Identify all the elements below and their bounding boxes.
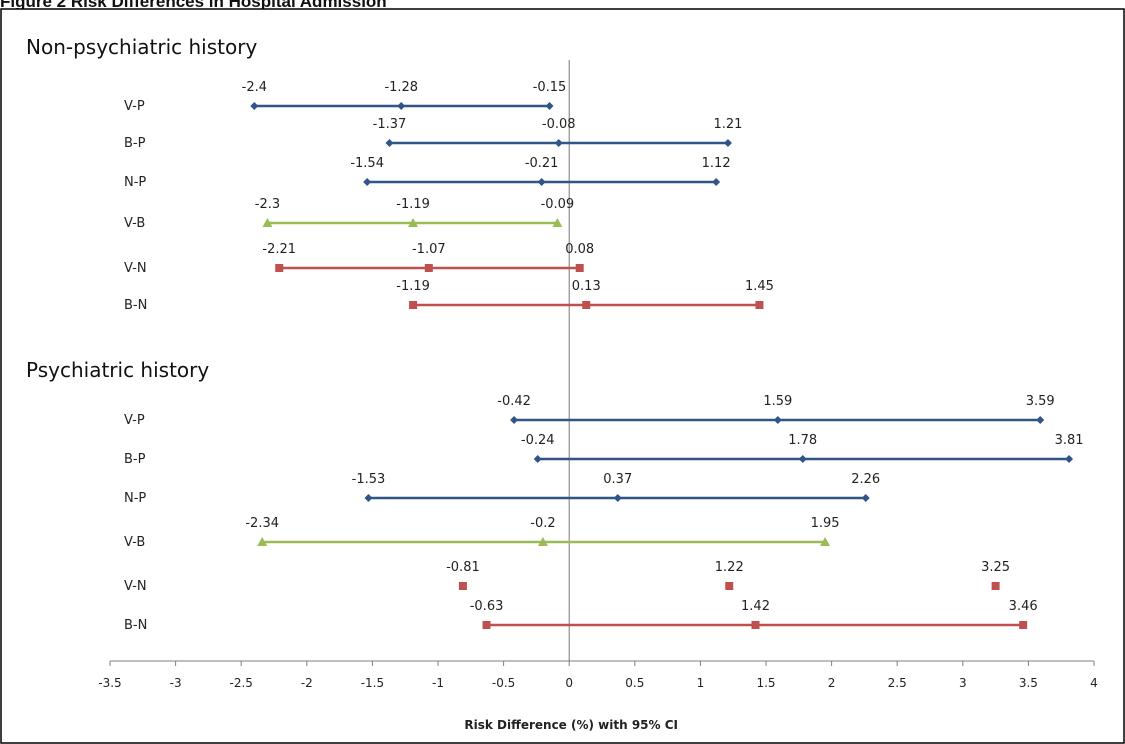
row-label: B-P: [124, 452, 146, 467]
x-tick-label: -3.5: [98, 676, 121, 690]
ci-lower-marker: [483, 621, 491, 629]
estimate-label: -0.08: [542, 117, 576, 132]
ci-lower-label: -1.37: [373, 117, 407, 132]
ci-upper-marker: [576, 264, 584, 272]
ci-lower-label: -1.54: [350, 156, 384, 171]
x-tick-label: -2: [301, 676, 313, 690]
estimate-label: 0.13: [572, 279, 601, 294]
x-tick-label: -1.5: [361, 676, 384, 690]
row-label: V-B: [124, 216, 145, 231]
ci-lower-label: -1.19: [396, 279, 430, 294]
row-label: B-N: [124, 298, 147, 313]
estimate-marker: [425, 264, 433, 272]
x-tick-label: -3: [170, 676, 182, 690]
panel-title: Psychiatric history: [26, 358, 209, 382]
x-tick-label: 1.5: [756, 676, 775, 690]
x-tick-label: 4: [1090, 676, 1098, 690]
ci-lower-label: -0.42: [497, 394, 531, 409]
ci-lower-label: -2.3: [255, 197, 280, 212]
estimate-label: -0.2: [530, 516, 555, 531]
row-label: V-N: [124, 261, 147, 276]
row-label: V-P: [124, 413, 145, 428]
x-tick-label: 3.5: [1019, 676, 1038, 690]
estimate-label: -1.07: [412, 242, 446, 257]
ci-upper-label: 0.08: [565, 242, 594, 257]
x-tick-label: -2.5: [229, 676, 252, 690]
x-tick-label: 2: [828, 676, 836, 690]
row-label: B-N: [124, 618, 147, 633]
row-label: N-P: [124, 491, 146, 506]
ci-lower-marker: [459, 582, 467, 590]
ci-upper-label: 1.21: [713, 117, 742, 132]
ci-lower-marker: [275, 264, 283, 272]
ci-lower-label: -2.34: [245, 516, 279, 531]
ci-lower-marker: [409, 301, 417, 309]
x-tick-label: 0: [565, 676, 573, 690]
ci-lower-label: -2.4: [242, 80, 267, 95]
estimate-marker: [752, 621, 760, 629]
estimate-label: -1.19: [396, 197, 430, 212]
row-label: V-P: [124, 99, 145, 114]
estimate-label: 1.22: [715, 560, 744, 575]
ci-upper-label: 1.12: [702, 156, 731, 171]
x-tick-label: 3: [959, 676, 967, 690]
estimate-label: 0.37: [603, 472, 632, 487]
ci-lower-label: -1.53: [352, 472, 386, 487]
ci-upper-marker: [992, 582, 1000, 590]
ci-upper-label: 1.45: [745, 279, 774, 294]
estimate-marker: [725, 582, 733, 590]
ci-upper-label: 3.25: [981, 560, 1010, 575]
ci-lower-label: -0.24: [521, 433, 555, 448]
x-tick-label: -1: [432, 676, 444, 690]
ci-upper-label: -0.09: [541, 197, 575, 212]
ci-upper-label: 3.81: [1055, 433, 1084, 448]
ci-upper-marker: [755, 301, 763, 309]
estimate-label: -0.21: [525, 156, 559, 171]
ci-lower-label: -0.63: [470, 599, 504, 614]
x-axis-label: Risk Difference (%) with 95% CI: [464, 718, 678, 732]
x-tick-label: -0.5: [492, 676, 515, 690]
ci-upper-label: -0.15: [533, 80, 567, 95]
row-label: N-P: [124, 175, 146, 190]
ci-upper-label: 3.59: [1026, 394, 1055, 409]
ci-upper-label: 2.26: [851, 472, 880, 487]
estimate-label: -1.28: [384, 80, 418, 95]
x-tick-label: 0.5: [625, 676, 644, 690]
ci-upper-label: 1.95: [811, 516, 840, 531]
x-tick-label: 2.5: [888, 676, 907, 690]
ci-upper-label: 3.46: [1009, 599, 1038, 614]
ci-lower-label: -0.81: [446, 560, 480, 575]
ci-lower-label: -2.21: [262, 242, 296, 257]
estimate-label: 1.78: [788, 433, 817, 448]
x-tick-label: 1: [697, 676, 705, 690]
row-label: V-B: [124, 535, 145, 550]
estimate-label: 1.42: [741, 599, 770, 614]
row-label: V-N: [124, 579, 147, 594]
ci-upper-marker: [1019, 621, 1027, 629]
estimate-marker: [582, 301, 590, 309]
row-label: B-P: [124, 136, 146, 151]
panel-title: Non-psychiatric history: [26, 35, 257, 59]
estimate-label: 1.59: [763, 394, 792, 409]
